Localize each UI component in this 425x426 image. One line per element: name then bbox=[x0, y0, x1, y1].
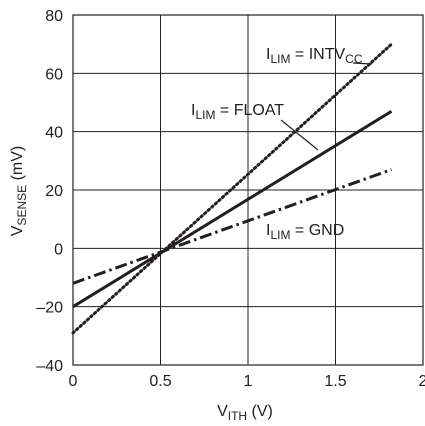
leader-float bbox=[280, 119, 319, 151]
y-tick-label: 80 bbox=[45, 8, 63, 25]
x-tick-label: 0.5 bbox=[149, 373, 171, 390]
y-tick-label: 60 bbox=[45, 66, 63, 83]
x-tick-label: 2 bbox=[419, 373, 425, 390]
series-lines bbox=[71, 42, 393, 335]
x-tick-label: 0 bbox=[69, 373, 78, 390]
x-tick-label: 1.5 bbox=[324, 373, 346, 390]
y-axis-title: VSENSE (mV) bbox=[9, 146, 29, 236]
label-ilim-intvcc: ILIM = INTVCC bbox=[266, 46, 363, 66]
label-ilim-gnd: ILIM = GND bbox=[266, 222, 344, 242]
y-tick-label: 40 bbox=[45, 125, 63, 142]
grid bbox=[73, 15, 423, 365]
y-tick-label: 20 bbox=[45, 183, 63, 200]
series-line-solid bbox=[72, 110, 393, 308]
leader-intvcc bbox=[352, 62, 373, 65]
series-line-dotted bbox=[71, 42, 393, 335]
x-axis-title: VITH (V) bbox=[217, 403, 273, 423]
x-tick-label: 1 bbox=[244, 373, 253, 390]
y-tick-label: –40 bbox=[36, 358, 63, 375]
y-tick-label: 0 bbox=[54, 241, 63, 258]
series-line-dashdot bbox=[72, 168, 393, 285]
y-tick-label: –20 bbox=[36, 300, 63, 317]
y-tick-labels: –40 –20 0 20 40 60 80 bbox=[36, 8, 63, 375]
label-ilim-float: ILIM = FLOAT bbox=[191, 102, 284, 122]
x-tick-labels: 0 0.5 1 1.5 2 bbox=[69, 373, 425, 390]
plot-frame bbox=[72, 14, 424, 366]
